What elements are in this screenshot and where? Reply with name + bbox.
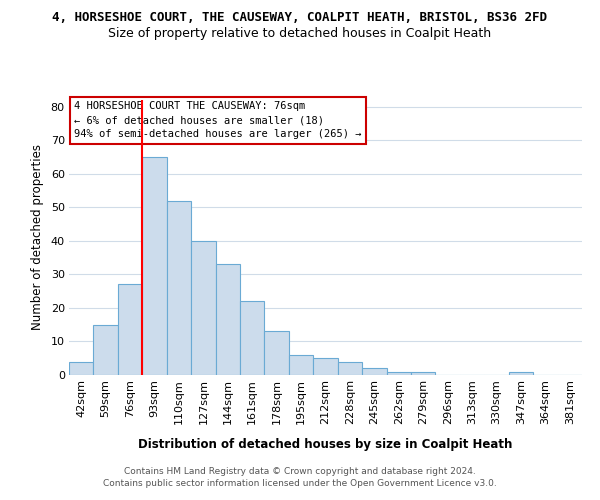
Text: 4, HORSESHOE COURT, THE CAUSEWAY, COALPIT HEATH, BRISTOL, BS36 2FD: 4, HORSESHOE COURT, THE CAUSEWAY, COALPI… [53,11,548,24]
Text: 4 HORSESHOE COURT THE CAUSEWAY: 76sqm
← 6% of detached houses are smaller (18)
9: 4 HORSESHOE COURT THE CAUSEWAY: 76sqm ← … [74,102,362,140]
Bar [142,157,167,375]
Bar [191,241,215,375]
Text: Contains public sector information licensed under the Open Government Licence v3: Contains public sector information licen… [103,478,497,488]
Bar [509,372,533,375]
Bar [362,368,386,375]
Text: Contains HM Land Registry data © Crown copyright and database right 2024.: Contains HM Land Registry data © Crown c… [124,467,476,476]
Bar [411,372,436,375]
Bar [265,332,289,375]
Bar [289,355,313,375]
Text: Size of property relative to detached houses in Coalpit Heath: Size of property relative to detached ho… [109,28,491,40]
X-axis label: Distribution of detached houses by size in Coalpit Heath: Distribution of detached houses by size … [139,438,512,451]
Bar [240,301,265,375]
Bar [167,200,191,375]
Bar [69,362,94,375]
Bar [338,362,362,375]
Bar [215,264,240,375]
Bar [313,358,338,375]
Y-axis label: Number of detached properties: Number of detached properties [31,144,44,330]
Bar [386,372,411,375]
Bar [94,324,118,375]
Bar [118,284,142,375]
